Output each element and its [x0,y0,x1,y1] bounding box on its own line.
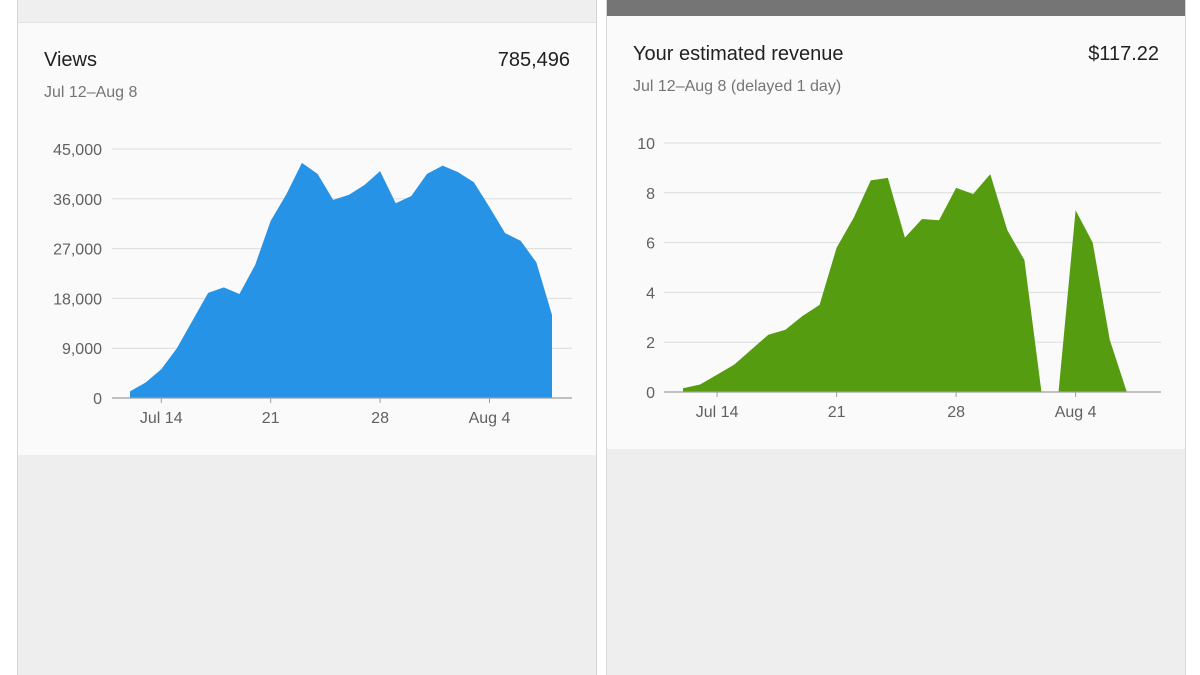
area-segment [683,174,1042,392]
y-tick-label: 9,000 [62,341,102,358]
y-tick-label: 0 [93,391,102,408]
views-date-range: Jul 12–Aug 8 [44,84,138,101]
views-chart: 0 9,000 18,000 27,000 36,000 45,000 Jul 14 21 28… [53,142,572,427]
area-segment [130,162,553,398]
x-tick-label: 28 [947,404,965,421]
x-tick-label: Aug 4 [1055,404,1097,421]
y-tick-label: 8 [646,186,655,203]
x-tick-label: Jul 14 [140,410,183,427]
revenue-date-range: Jul 12–Aug 8 (delayed 1 day) [633,78,842,95]
top-bar [607,0,1185,16]
area-segment [1058,210,1127,392]
revenue-chart: 0 2 4 6 8 10 Jul 14 21 28 Aug 4 [637,136,1161,421]
y-tick-label: 18,000 [53,291,102,308]
y-tick-label: 45,000 [53,142,102,159]
revenue-panel: Your estimated revenue $117.22 Jul 12–Au… [606,0,1186,675]
views-total: 785,496 [497,49,570,71]
revenue-card[interactable]: Your estimated revenue $117.22 Jul 12–Au… [607,16,1185,449]
x-tick-label: 28 [371,410,389,427]
x-tick-label: Aug 4 [469,410,511,427]
revenue-total: $117.22 [1088,43,1159,65]
views-panel: Views 785,496 Jul 12–Aug 8 0 9,000 18,000 2… [17,0,597,675]
y-tick-label: 0 [646,385,655,402]
x-tick-label: Jul 14 [696,404,739,421]
views-card[interactable]: Views 785,496 Jul 12–Aug 8 0 9,000 18,000 2… [18,23,596,455]
top-bar [18,0,596,23]
y-tick-label: 4 [646,285,655,302]
views-title: Views [44,49,97,71]
y-tick-label: 10 [637,136,655,153]
revenue-title: Your estimated revenue [633,43,844,65]
x-tick-label: 21 [262,410,280,427]
x-tick-label: 21 [828,404,846,421]
y-tick-label: 2 [646,335,655,352]
y-tick-label: 36,000 [53,192,102,209]
y-tick-label: 27,000 [53,242,102,259]
y-tick-label: 6 [646,236,655,253]
